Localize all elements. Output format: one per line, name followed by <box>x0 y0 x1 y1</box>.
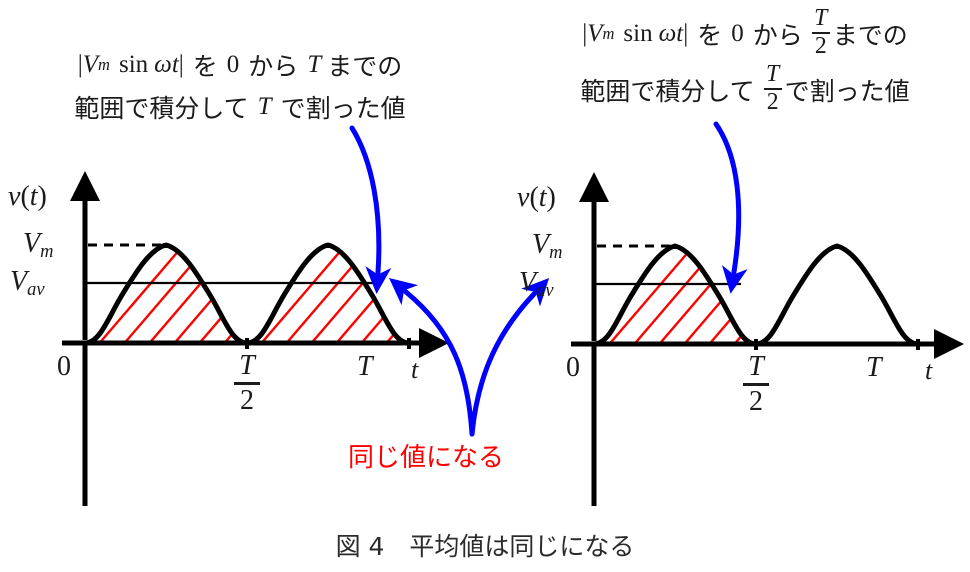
vm-label-subscript: m <box>40 241 54 262</box>
kara-text: から <box>248 52 299 81</box>
kara-text: から <box>752 21 803 50</box>
right-x-axis-label: t <box>925 356 933 385</box>
abs-bar-open: | <box>77 51 83 78</box>
vm-label-subscript: m <box>549 242 563 263</box>
fraction-numerator: T <box>814 5 828 32</box>
zero-value: 0 <box>731 20 744 47</box>
made-no-text: までの <box>832 21 908 50</box>
t-symbol: t <box>171 51 179 78</box>
left-x-axis-label: t <box>411 355 419 384</box>
vm-label-symbol: V <box>23 228 41 259</box>
left-tick-label-half-period: T 2 <box>234 352 260 415</box>
y-axis-label-t: t <box>538 182 547 213</box>
vav-label-subscript: av <box>27 279 45 300</box>
right-y-axis-label: v(t) <box>517 182 556 214</box>
zero-value: 0 <box>226 51 240 78</box>
made-no-text: までの <box>327 52 403 81</box>
y-axis-label-v: v <box>517 182 530 213</box>
y-axis-label-paren-close: ) <box>37 181 47 212</box>
abs-bar-close: | <box>178 51 184 78</box>
particle-wo: を <box>697 21 723 50</box>
y-axis-label-v: v <box>8 181 21 212</box>
tick-fraction-denominator: 2 <box>749 385 763 417</box>
right-annotation-line-2: 範囲で積分して T 2 で割った値 <box>520 62 970 118</box>
fraction-rule <box>763 88 782 90</box>
omega-symbol: ω <box>154 51 172 78</box>
left-vav-label: Vav <box>10 266 45 300</box>
vm-subscript: m <box>98 55 110 74</box>
tick-fraction-numerator: T <box>239 350 255 381</box>
watta-value-text: で割った値 <box>280 94 406 123</box>
left-y-axis-label: v(t) <box>8 181 47 213</box>
right-note-arrow <box>713 121 748 294</box>
left-annotation-line-2: 範囲で積分して T で割った値 <box>30 86 450 128</box>
vm-subscript: m <box>602 24 615 43</box>
vm-symbol: V <box>587 20 603 47</box>
hani-integrate-text: 範囲で積分して <box>74 94 249 123</box>
vav-label-symbol: V <box>519 267 537 298</box>
y-axis-label-paren-close: ) <box>546 182 556 213</box>
y-axis-label-paren-open: ( <box>529 182 539 213</box>
left-tick-label-period: T <box>357 351 373 382</box>
right-tick-label-half-period: T 2 <box>743 353 769 416</box>
particle-wo: を <box>192 52 218 81</box>
tick-fraction-numerator: T <box>748 351 764 382</box>
vav-label-symbol: V <box>10 266 28 297</box>
tick-fraction-rule <box>743 383 769 386</box>
y-axis-label-t: t <box>29 181 38 212</box>
right-vav-label: Vav <box>519 267 554 301</box>
hani-integrate-text: 範囲で積分して <box>580 77 755 106</box>
divisor-T-symbol: T <box>257 93 272 120</box>
fraction-numerator: T <box>766 61 780 88</box>
fraction-rule <box>811 32 830 34</box>
left-note-arrow <box>349 125 392 294</box>
omega-symbol: ω <box>658 20 677 47</box>
vm-label-symbol: V <box>532 229 550 260</box>
same-value-arrow-right-branch <box>469 278 550 437</box>
right-tick-label-origin: 0 <box>566 352 580 383</box>
right-tick-label-period: T <box>866 352 882 383</box>
fraction-denominator: 2 <box>814 33 827 59</box>
same-value-arrow-left-branch <box>389 277 475 437</box>
left-rectified-sine-curve <box>82 242 412 346</box>
abs-bar-close: | <box>683 20 689 47</box>
abs-bar-open: | <box>582 20 588 47</box>
watta-value-text: で割った値 <box>784 77 910 106</box>
sin-operator: sin <box>623 20 653 47</box>
left-tick-label-origin: 0 <box>57 351 71 382</box>
fraction-denominator: 2 <box>766 89 779 115</box>
right-rectified-sine-curve <box>591 243 921 347</box>
t-symbol: t <box>676 20 684 47</box>
y-axis-label-paren-open: ( <box>20 181 30 212</box>
vav-label-subscript: av <box>536 280 554 301</box>
vm-symbol: V <box>82 51 99 78</box>
period-T-symbol: T <box>307 51 322 78</box>
sin-operator: sin <box>118 51 149 78</box>
left-vm-label: Vm <box>23 228 53 262</box>
right-chart-group <box>571 172 964 506</box>
tick-fraction-rule <box>234 382 260 385</box>
figure-caption: 図 4 平均値は同じになる <box>335 532 635 561</box>
right-vm-label: Vm <box>532 229 562 263</box>
same-value-note: 同じ値になる <box>348 443 505 473</box>
tick-fraction-denominator: 2 <box>240 384 254 416</box>
